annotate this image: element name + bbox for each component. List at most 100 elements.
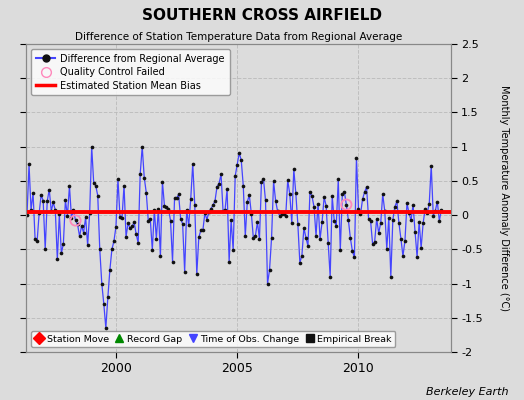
Point xyxy=(253,219,261,226)
Title: Difference of Station Temperature Data from Regional Average: Difference of Station Temperature Data f… xyxy=(75,32,402,42)
Point xyxy=(375,230,383,236)
Point xyxy=(354,206,363,212)
Point xyxy=(43,198,51,204)
Point xyxy=(241,233,249,239)
Text: Berkeley Earth: Berkeley Earth xyxy=(426,387,508,397)
Point xyxy=(75,233,84,240)
Legend: Station Move, Record Gap, Time of Obs. Change, Empirical Break: Station Move, Record Gap, Time of Obs. C… xyxy=(31,331,396,347)
Point xyxy=(344,217,353,223)
Point xyxy=(83,242,92,248)
Point xyxy=(165,206,173,212)
Point xyxy=(209,202,217,208)
Point xyxy=(346,235,355,242)
Point xyxy=(221,206,230,213)
Point xyxy=(102,325,110,331)
Point xyxy=(211,198,219,204)
Point xyxy=(31,236,39,242)
Point xyxy=(166,217,174,224)
Point xyxy=(172,195,181,201)
Point xyxy=(279,211,288,218)
Point xyxy=(27,207,35,213)
Point xyxy=(193,271,201,277)
Point xyxy=(146,216,155,223)
Text: SOUTHERN CROSS AIRFIELD: SOUTHERN CROSS AIRFIELD xyxy=(142,8,382,23)
Point xyxy=(180,268,189,275)
Point xyxy=(231,173,239,179)
Point xyxy=(217,171,225,178)
Point xyxy=(205,209,213,215)
Point xyxy=(150,207,159,214)
Point xyxy=(304,243,312,249)
Point xyxy=(368,241,377,248)
Point xyxy=(97,280,106,287)
Point xyxy=(239,183,247,189)
Point xyxy=(45,186,53,193)
Point xyxy=(298,252,306,259)
Point xyxy=(364,216,373,222)
Point xyxy=(189,160,197,167)
Point xyxy=(383,246,391,252)
Point xyxy=(104,294,112,300)
Point xyxy=(140,174,148,181)
Point xyxy=(302,234,310,241)
Point xyxy=(352,154,361,161)
Point xyxy=(130,219,138,225)
Point xyxy=(152,236,160,242)
Point xyxy=(336,247,344,254)
Point xyxy=(251,233,259,239)
Point xyxy=(419,220,428,226)
Point xyxy=(128,223,136,230)
Point xyxy=(80,230,88,236)
Point xyxy=(49,199,58,206)
Point xyxy=(94,192,102,199)
Point xyxy=(194,234,203,241)
Point xyxy=(437,207,445,213)
Point xyxy=(300,225,308,231)
Point xyxy=(318,218,326,225)
Point xyxy=(283,177,292,183)
Point xyxy=(286,191,294,197)
Point xyxy=(100,301,108,307)
Point xyxy=(389,216,397,223)
Point xyxy=(407,217,415,224)
Point xyxy=(53,256,61,263)
Y-axis label: Monthly Temperature Anomaly Difference (°C): Monthly Temperature Anomaly Difference (… xyxy=(499,85,509,311)
Point xyxy=(136,171,145,177)
Point xyxy=(223,186,231,193)
Point xyxy=(215,180,223,187)
Point xyxy=(29,190,37,196)
Point xyxy=(264,280,272,287)
Point xyxy=(417,245,425,251)
Point xyxy=(122,234,130,240)
Point xyxy=(59,240,68,247)
Point xyxy=(71,217,80,224)
Point xyxy=(25,161,33,167)
Point xyxy=(148,247,157,253)
Point xyxy=(385,214,393,221)
Point xyxy=(395,220,403,226)
Point xyxy=(160,202,169,209)
Point xyxy=(182,207,191,213)
Point xyxy=(191,202,199,208)
Point xyxy=(95,246,104,252)
Point xyxy=(328,193,336,200)
Point xyxy=(69,207,78,214)
Point xyxy=(310,204,318,210)
Point xyxy=(392,198,401,205)
Point xyxy=(196,227,205,234)
Point xyxy=(41,246,49,252)
Point xyxy=(184,222,193,229)
Point xyxy=(229,247,237,254)
Point xyxy=(274,208,282,215)
Point xyxy=(67,214,75,221)
Point xyxy=(61,197,70,203)
Point xyxy=(425,201,433,207)
Point xyxy=(118,215,126,221)
Point xyxy=(227,217,235,223)
Point xyxy=(271,198,280,204)
Point xyxy=(324,240,332,246)
Point xyxy=(92,182,100,189)
Point xyxy=(278,211,286,218)
Point xyxy=(116,214,124,220)
Point xyxy=(296,260,304,266)
